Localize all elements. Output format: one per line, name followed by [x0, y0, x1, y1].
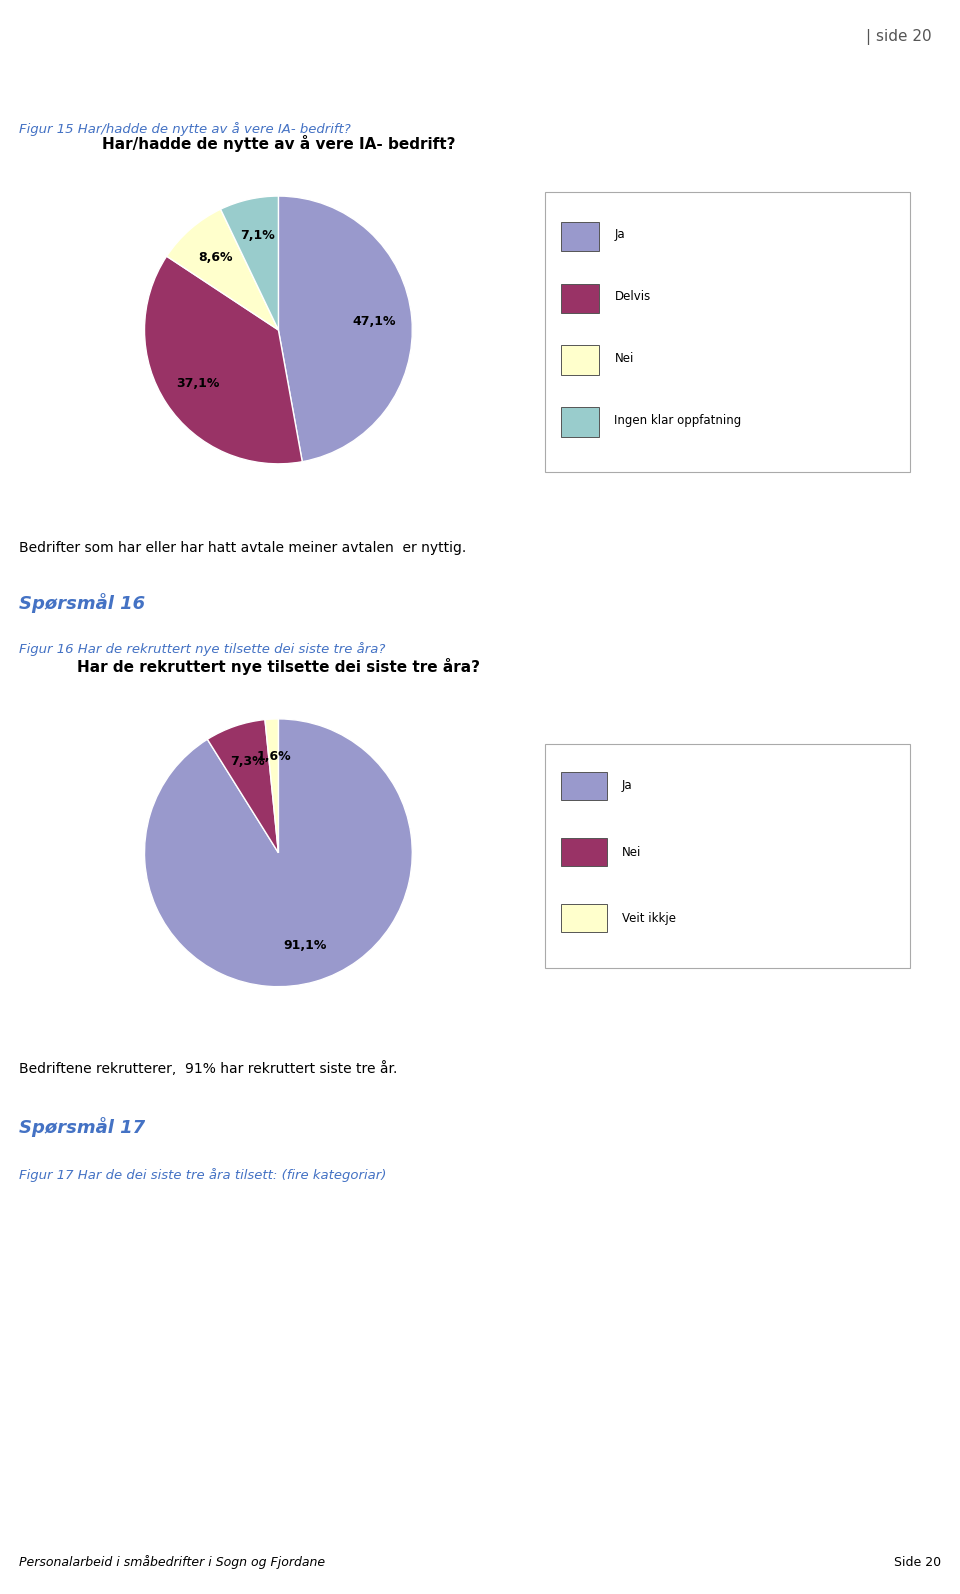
Text: 8,6%: 8,6%: [198, 250, 232, 263]
FancyBboxPatch shape: [545, 743, 910, 968]
Text: 7,3%: 7,3%: [229, 756, 265, 768]
Text: 47,1%: 47,1%: [352, 316, 396, 328]
FancyBboxPatch shape: [561, 284, 599, 312]
Text: Side 20: Side 20: [894, 1556, 941, 1568]
FancyBboxPatch shape: [561, 346, 599, 375]
Text: Delvis: Delvis: [614, 290, 651, 303]
FancyBboxPatch shape: [561, 771, 607, 800]
Text: 7,1%: 7,1%: [240, 230, 275, 242]
FancyBboxPatch shape: [545, 193, 910, 472]
Text: Nei: Nei: [614, 352, 634, 365]
Text: 91,1%: 91,1%: [283, 939, 326, 952]
Title: Har de rekruttert nye tilsette dei siste tre åra?: Har de rekruttert nye tilsette dei siste…: [77, 658, 480, 674]
Text: Ja: Ja: [614, 228, 625, 241]
FancyBboxPatch shape: [561, 222, 599, 252]
Text: Spørsmål 16: Spørsmål 16: [19, 593, 145, 612]
FancyBboxPatch shape: [561, 408, 599, 437]
Text: Ja: Ja: [622, 779, 633, 792]
Text: 1,6%: 1,6%: [256, 751, 291, 764]
Wedge shape: [145, 257, 302, 464]
Wedge shape: [207, 719, 278, 853]
Wedge shape: [167, 209, 278, 330]
Text: Ingen klar oppfatning: Ingen klar oppfatning: [614, 414, 742, 427]
Text: Bedriftene rekrutterer,  91% har rekruttert siste tre år.: Bedriftene rekrutterer, 91% har rekrutte…: [19, 1062, 397, 1076]
Text: 37,1%: 37,1%: [177, 376, 220, 389]
Text: Figur 16 Har de rekruttert nye tilsette dei siste tre åra?: Figur 16 Har de rekruttert nye tilsette …: [19, 642, 386, 655]
Text: VESTLANDSFORSKING: VESTLANDSFORSKING: [19, 26, 314, 49]
Text: Figur 15 Har/hadde de nytte av å vere IA- bedrift?: Figur 15 Har/hadde de nytte av å vere IA…: [19, 123, 351, 135]
FancyBboxPatch shape: [561, 904, 607, 932]
Title: Har/hadde de nytte av å vere IA- bedrift?: Har/hadde de nytte av å vere IA- bedrift…: [102, 135, 455, 151]
Wedge shape: [265, 719, 278, 853]
Text: Figur 17 Har de dei siste tre åra tilsett: (fire kategoriar): Figur 17 Har de dei siste tre åra tilset…: [19, 1168, 387, 1181]
Wedge shape: [278, 196, 412, 462]
Text: Spørsmål 17: Spørsmål 17: [19, 1117, 145, 1137]
Text: Veit ikkje: Veit ikkje: [622, 912, 676, 925]
Text: Bedrifter som har eller har hatt avtale meiner avtalen  er nyttig.: Bedrifter som har eller har hatt avtale …: [19, 540, 467, 555]
Wedge shape: [145, 719, 412, 987]
Wedge shape: [221, 196, 278, 330]
Text: Nei: Nei: [622, 845, 641, 859]
Text: Personalarbeid i småbedrifter i Sogn og Fjordane: Personalarbeid i småbedrifter i Sogn og …: [19, 1556, 325, 1568]
Text: | side 20: | side 20: [866, 29, 931, 46]
FancyBboxPatch shape: [561, 838, 607, 866]
